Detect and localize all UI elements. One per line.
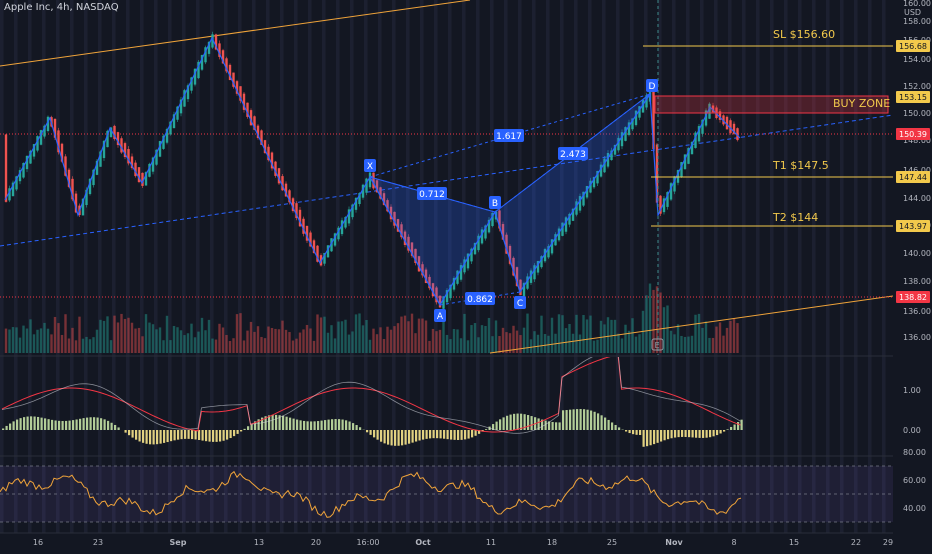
rsi-tick: 80.00	[903, 448, 926, 457]
rsi-tick: 60.00	[903, 476, 926, 485]
macd-axis[interactable]: 1.00 0.00	[903, 386, 921, 435]
rsi-axis[interactable]: 80.00 60.00 40.00	[903, 448, 926, 513]
svg-text:X: X	[367, 162, 373, 172]
svg-text:0.862: 0.862	[467, 295, 493, 305]
svg-text:B: B	[492, 199, 498, 209]
time-tick: 11	[486, 538, 496, 547]
time-tick: 20	[311, 538, 321, 547]
price-tick: 136.00	[903, 333, 931, 342]
point-a-label[interactable]: A	[434, 309, 446, 322]
time-tick: 29	[883, 538, 893, 547]
symbol-title[interactable]: Apple Inc, 4h, NASDAQ	[4, 2, 119, 13]
svg-text:E: E	[654, 341, 659, 350]
buy-zone-label: BUY ZONE	[833, 97, 890, 110]
ratio-bd-label[interactable]: 2.473	[558, 147, 588, 160]
price-tag-label: 143.97	[899, 222, 927, 231]
price-tick: 150.00	[903, 109, 931, 118]
price-tag-label: 138.82	[899, 293, 927, 302]
svg-text:1.617: 1.617	[496, 132, 522, 142]
price-tags: 156.68 153.15 150.39 147.44 143.97 138.82	[896, 40, 930, 303]
ratio-xb-label[interactable]: 0.712	[417, 187, 447, 200]
svg-text:A: A	[437, 312, 444, 322]
time-tick: 25	[607, 538, 617, 547]
ratio-xd-label[interactable]: 1.617	[494, 129, 524, 142]
time-axis[interactable]: 16 23 Sep 13 20 16:00 Oct 11 18 25 Nov 8 15 22 29	[33, 538, 893, 547]
sl-label: SL $156.60	[773, 28, 835, 41]
price-tick: 158.00	[903, 17, 931, 26]
rsi-pane	[0, 466, 893, 522]
price-tag-label: 147.44	[899, 173, 927, 182]
time-tick: 18	[547, 538, 557, 547]
price-tag-label: 156.68	[899, 42, 927, 51]
price-tag-label: 150.39	[899, 130, 927, 139]
time-tick: Sep	[170, 538, 187, 547]
time-tick: 22	[851, 538, 861, 547]
t1-label: T1 $147.5	[772, 159, 829, 172]
price-tick: 136.00	[903, 307, 931, 316]
price-tick: 154.00	[903, 55, 931, 64]
point-d-label[interactable]: D	[646, 79, 658, 92]
price-tick: 160.00	[903, 0, 931, 8]
rsi-tick: 40.00	[903, 504, 926, 513]
svg-text:0.712: 0.712	[419, 190, 445, 200]
time-tick: 23	[93, 538, 103, 547]
point-x-label[interactable]: X	[364, 159, 376, 172]
price-tick: 138.00	[903, 277, 931, 286]
ratio-ac-label[interactable]: 0.862	[465, 292, 495, 305]
macd-tick: 0.00	[903, 426, 921, 435]
macd-tick: 1.00	[903, 386, 921, 395]
time-tick: 8	[731, 538, 736, 547]
currency-label: USD	[904, 8, 921, 17]
time-tick: Nov	[665, 538, 683, 547]
price-tag-label: 153.15	[899, 93, 927, 102]
t2-label: T2 $144	[772, 211, 818, 224]
time-tick: 13	[254, 538, 264, 547]
svg-text:D: D	[649, 82, 656, 92]
time-tick: 15	[789, 538, 799, 547]
time-tick: Oct	[415, 538, 431, 547]
point-c-label[interactable]: C	[514, 296, 526, 309]
point-b-label[interactable]: B	[489, 196, 501, 209]
time-tick: 16:00	[356, 538, 379, 547]
time-tick: 16	[33, 538, 43, 547]
svg-text:C: C	[517, 299, 523, 309]
price-tick: 144.00	[903, 194, 931, 203]
price-tick: 140.00	[903, 249, 931, 258]
svg-text:2.473: 2.473	[560, 150, 586, 160]
price-tick: 152.00	[903, 82, 931, 91]
